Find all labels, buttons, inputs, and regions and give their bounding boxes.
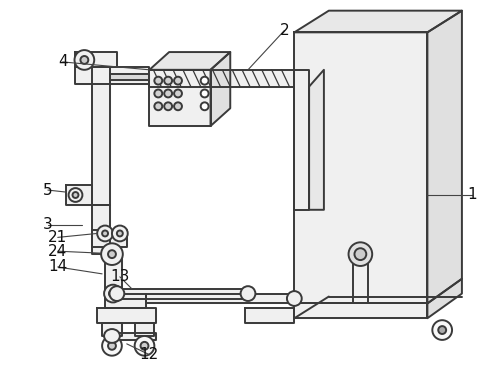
Circle shape (201, 77, 209, 85)
Circle shape (102, 336, 122, 356)
Polygon shape (294, 303, 428, 318)
Polygon shape (110, 74, 149, 80)
Circle shape (108, 250, 116, 258)
Polygon shape (428, 11, 462, 303)
Circle shape (433, 320, 452, 340)
Circle shape (164, 90, 172, 98)
Text: 3: 3 (43, 217, 53, 232)
Polygon shape (294, 11, 462, 32)
Circle shape (174, 90, 182, 98)
Ellipse shape (104, 329, 120, 343)
Polygon shape (149, 70, 210, 126)
Circle shape (80, 56, 88, 64)
Circle shape (102, 230, 108, 236)
Circle shape (140, 342, 148, 350)
Circle shape (201, 90, 209, 98)
Text: 24: 24 (48, 244, 67, 259)
Circle shape (68, 188, 82, 202)
Polygon shape (105, 333, 156, 340)
Polygon shape (146, 294, 294, 303)
Polygon shape (105, 254, 122, 294)
Text: 2: 2 (280, 23, 289, 38)
Polygon shape (245, 308, 294, 323)
Polygon shape (74, 67, 149, 83)
Polygon shape (149, 52, 230, 70)
Polygon shape (428, 279, 462, 318)
Circle shape (164, 102, 172, 110)
Circle shape (355, 248, 366, 260)
Circle shape (201, 102, 209, 110)
Polygon shape (92, 229, 127, 247)
Ellipse shape (110, 286, 124, 301)
Circle shape (154, 77, 162, 85)
Circle shape (349, 242, 372, 266)
Circle shape (104, 285, 122, 303)
Ellipse shape (241, 286, 255, 301)
Polygon shape (92, 205, 110, 254)
Text: 21: 21 (48, 230, 67, 245)
Circle shape (117, 230, 123, 236)
Polygon shape (97, 308, 156, 323)
Circle shape (109, 290, 117, 298)
Polygon shape (309, 70, 324, 210)
Polygon shape (65, 185, 92, 205)
Text: 5: 5 (43, 183, 53, 198)
Polygon shape (74, 52, 117, 67)
Ellipse shape (287, 291, 302, 306)
Polygon shape (105, 294, 146, 308)
Circle shape (112, 225, 128, 241)
Polygon shape (149, 70, 294, 87)
Text: 12: 12 (140, 347, 159, 362)
Text: 4: 4 (58, 55, 67, 69)
Circle shape (174, 77, 182, 85)
Text: 1: 1 (467, 188, 477, 202)
Circle shape (97, 225, 113, 241)
Circle shape (164, 77, 172, 85)
Circle shape (154, 90, 162, 98)
Circle shape (72, 192, 78, 198)
Circle shape (108, 342, 116, 350)
Polygon shape (102, 323, 122, 336)
Circle shape (174, 102, 182, 110)
Polygon shape (210, 52, 230, 126)
Polygon shape (113, 289, 250, 298)
Polygon shape (294, 32, 428, 303)
Circle shape (101, 243, 123, 265)
Text: 13: 13 (110, 269, 129, 284)
Circle shape (438, 326, 446, 334)
Circle shape (74, 50, 94, 70)
Polygon shape (294, 70, 309, 210)
Polygon shape (134, 323, 154, 336)
Text: 14: 14 (48, 259, 67, 275)
Circle shape (134, 336, 154, 356)
Polygon shape (92, 67, 110, 205)
Circle shape (154, 102, 162, 110)
